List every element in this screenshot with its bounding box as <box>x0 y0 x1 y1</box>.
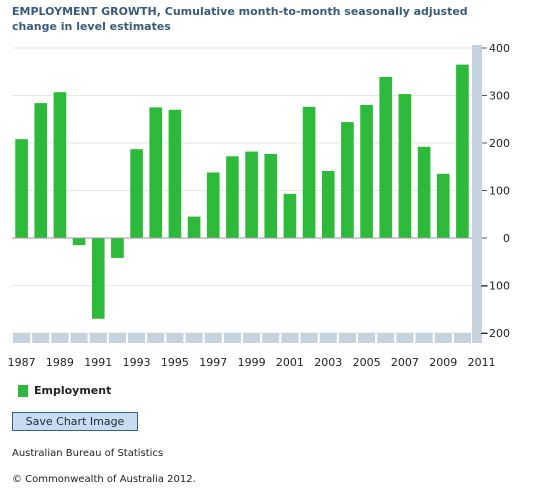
bar-2009 <box>436 173 450 238</box>
x-axis-band-segment <box>32 333 50 343</box>
x-axis-band-segment <box>166 333 184 343</box>
x-axis-band-segment <box>281 333 299 343</box>
bar-1999 <box>245 151 258 238</box>
chart-legend: Employment <box>18 384 111 397</box>
bar-2002 <box>302 106 316 239</box>
bar-2001 <box>283 193 297 238</box>
bar-2010 <box>456 64 469 238</box>
x-axis-band-segment <box>243 333 261 343</box>
bar-1995 <box>168 109 182 238</box>
x-tick-label: 1989 <box>46 356 74 369</box>
x-axis-band-segment <box>396 333 414 343</box>
x-tick-label: 2009 <box>429 356 457 369</box>
bar-2000 <box>264 153 278 238</box>
save-chart-image-button[interactable]: Save Chart Image <box>12 412 138 431</box>
x-axis-band-segment <box>204 333 222 343</box>
x-axis-band-segment <box>415 333 433 343</box>
bar-1991 <box>91 238 105 319</box>
x-axis-band-segment <box>453 333 471 343</box>
x-tick-label: 1991 <box>84 356 112 369</box>
x-axis-band-segment <box>300 333 318 343</box>
x-tick-label: 1999 <box>238 356 266 369</box>
bar-2006 <box>379 76 393 238</box>
x-axis-band-segment <box>338 333 356 343</box>
x-axis-band-segment <box>223 333 241 343</box>
x-tick-label: 2003 <box>314 356 342 369</box>
x-axis-band-segment <box>185 333 203 343</box>
x-axis-band-segment <box>70 333 88 343</box>
x-axis-band-segment <box>89 333 107 343</box>
x-axis-band-segment <box>128 333 146 343</box>
y-tick-label: −100 <box>480 280 510 293</box>
bar-2005 <box>360 105 373 238</box>
x-tick-label: 1993 <box>123 356 151 369</box>
source-text: Australian Bureau of Statistics <box>12 448 164 459</box>
x-tick-label: 1987 <box>8 356 36 369</box>
y-tick-label: 300 <box>489 90 510 103</box>
bar-2004 <box>341 122 354 238</box>
bar-1996 <box>187 216 201 238</box>
bar-1989 <box>53 92 67 238</box>
y-tick-label: −200 <box>480 327 510 340</box>
bar-1987 <box>15 139 28 238</box>
y-tick-label: 200 <box>489 137 510 150</box>
bar-1994 <box>149 107 163 238</box>
x-axis-band-segment <box>262 333 280 343</box>
x-tick-label: 2011 <box>468 356 496 369</box>
y-tick-label: 400 <box>489 42 510 55</box>
bar-1998 <box>226 156 239 238</box>
y-axis-band <box>472 45 482 343</box>
bar-2007 <box>398 94 412 238</box>
bar-2003 <box>321 171 335 238</box>
legend-label-employment: Employment <box>34 384 112 397</box>
bar-1992 <box>111 238 124 258</box>
chart-title: EMPLOYMENT GROWTH, Cumulative month-to-m… <box>12 5 468 33</box>
x-axis-band-segment <box>377 333 395 343</box>
x-axis-band-segment <box>13 333 31 343</box>
bar-1990 <box>72 238 86 246</box>
copyright-text: © Commonwealth of Australia 2012. <box>12 474 196 485</box>
legend-swatch-employment <box>18 384 28 397</box>
y-tick-label: 0 <box>503 232 510 245</box>
x-tick-label: 2005 <box>353 356 381 369</box>
x-axis-band-segment <box>51 333 69 343</box>
x-axis-band-segment <box>108 333 126 343</box>
x-axis-band-segment <box>319 333 337 343</box>
x-tick-label: 2007 <box>391 356 419 369</box>
bar-1997 <box>206 172 220 238</box>
x-tick-label: 2001 <box>276 356 304 369</box>
bar-1993 <box>130 149 143 238</box>
x-tick-label: 1997 <box>199 356 227 369</box>
y-tick-label: 100 <box>489 185 510 198</box>
x-axis-band-segment <box>434 333 452 343</box>
bar-2008 <box>417 146 431 238</box>
x-axis-band-segment <box>147 333 165 343</box>
x-tick-label: 1995 <box>161 356 189 369</box>
bar-1988 <box>34 103 48 238</box>
employment-bar-chart: 400 300 200 100 0 −100 −200 1987 1989 1991 1993 199… <box>8 42 510 369</box>
x-axis-band-segment <box>358 333 376 343</box>
